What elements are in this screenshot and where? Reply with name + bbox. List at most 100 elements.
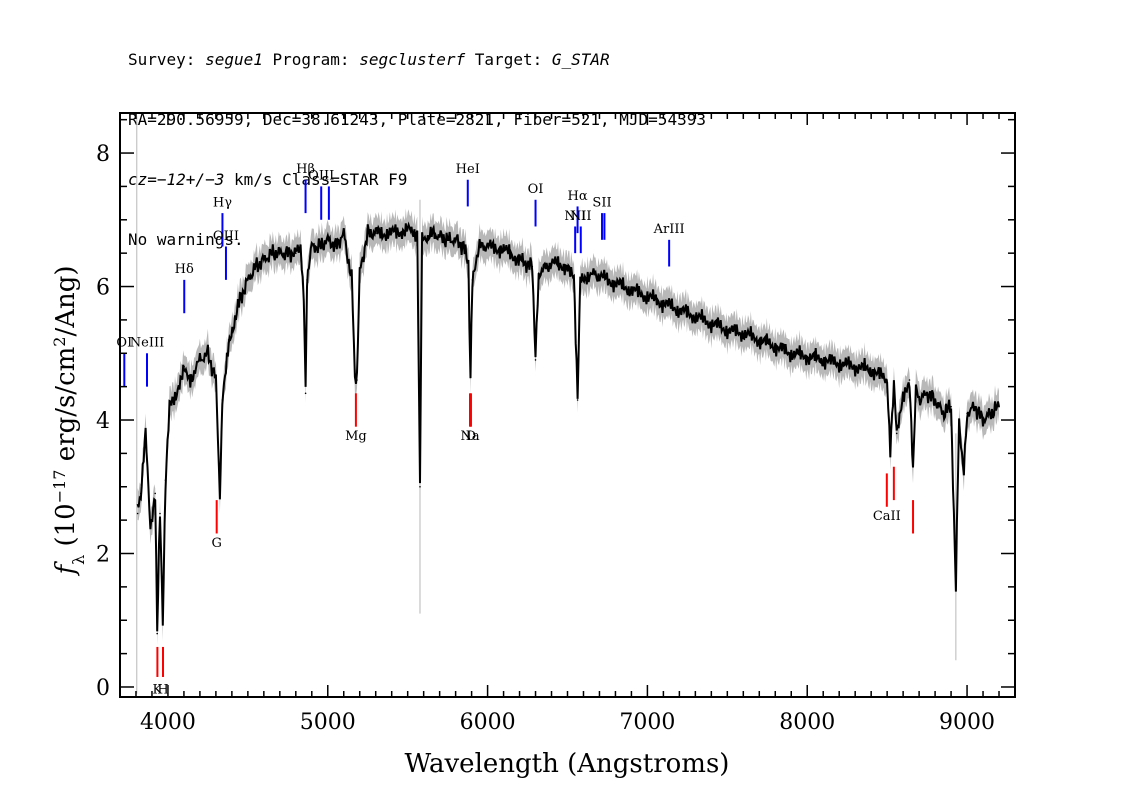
- flux-point: [175, 399, 177, 401]
- flux-point: [889, 452, 892, 455]
- x-tick-label: 7000: [619, 710, 675, 735]
- line-label: G: [211, 536, 221, 551]
- flux-point: [502, 249, 505, 251]
- flux-point: [374, 232, 377, 234]
- flux-point: [598, 275, 601, 278]
- flux-point: [430, 232, 433, 234]
- flux-point: [419, 486, 421, 488]
- flux-point: [950, 405, 952, 408]
- flux-point: [531, 265, 534, 268]
- flux-point: [471, 279, 474, 281]
- flux-point: [710, 322, 713, 325]
- flux-point: [390, 232, 393, 234]
- flux-point: [156, 632, 158, 635]
- flux-point: [478, 245, 481, 248]
- flux-point: [974, 405, 976, 408]
- flux-point: [279, 252, 281, 254]
- flux-point: [295, 252, 297, 254]
- flux-point: [908, 379, 911, 381]
- line-label: Hδ: [175, 262, 194, 277]
- line-label: CaII: [873, 509, 901, 524]
- flux-point: [614, 282, 617, 285]
- flux-point: [902, 392, 904, 395]
- flux-line: [136, 221, 1000, 632]
- flux-point: [870, 369, 872, 371]
- flux-point: [416, 232, 419, 234]
- flux-point: [343, 232, 345, 234]
- line-label: K: [153, 683, 163, 698]
- flux-point: [263, 259, 265, 261]
- flux-point: [154, 492, 156, 495]
- flux-point: [576, 399, 579, 401]
- flux-point: [630, 289, 633, 291]
- flux-point: [822, 359, 824, 361]
- flux-point: [144, 432, 147, 435]
- x-axis-ticks: 4000 5000 6000 7000 8000 9000: [119, 113, 1016, 735]
- flux-point: [356, 379, 358, 381]
- flux-point: [912, 465, 914, 468]
- flux-point: [306, 279, 308, 281]
- flux-point: [893, 385, 895, 388]
- line-label: Na: [460, 429, 479, 444]
- target-value: G_STAR: [551, 50, 610, 69]
- flux-point: [350, 279, 353, 281]
- line-label: OIII: [308, 169, 334, 184]
- line-label: Hγ: [213, 195, 232, 210]
- flux-point: [454, 239, 457, 241]
- flux-point: [534, 359, 537, 361]
- flux-point: [886, 379, 888, 381]
- program-label: Program:: [262, 50, 360, 69]
- flux-point: [162, 619, 164, 621]
- flux-point: [140, 492, 142, 495]
- flux-point: [774, 345, 777, 348]
- flux-point: [942, 412, 944, 415]
- noise-band-area: [137, 208, 1000, 646]
- line-label: NII: [564, 209, 586, 224]
- y-tick-label: 8: [96, 142, 110, 167]
- y-axis-title: fλ (10−17 erg/s/cm2/Ang): [50, 265, 88, 576]
- line-label: SII: [592, 195, 611, 210]
- flux-point: [199, 359, 201, 361]
- flux-point: [462, 245, 465, 248]
- flux-point: [573, 279, 575, 281]
- flux-point: [287, 252, 289, 254]
- line-label: HeI: [456, 162, 480, 177]
- flux-point: [227, 339, 230, 341]
- flux-point: [926, 392, 928, 395]
- flux-point: [354, 372, 356, 375]
- flux-point: [446, 239, 449, 241]
- flux-point: [358, 272, 361, 275]
- cz-value: =−12+/−3: [147, 170, 225, 189]
- survey-label: Survey:: [128, 50, 206, 69]
- flux-point: [566, 265, 569, 268]
- flux-point: [918, 399, 920, 401]
- line-label: ArIII: [653, 222, 685, 237]
- flux-point: [149, 526, 152, 528]
- flux-point: [311, 245, 313, 248]
- flux-point: [646, 295, 649, 298]
- flux-point: [366, 232, 369, 234]
- flux-point: [579, 279, 582, 281]
- flux-point: [742, 332, 745, 335]
- flux-point: [758, 339, 761, 341]
- flux-point: [183, 365, 185, 368]
- flux-point: [806, 355, 808, 358]
- flux-point: [304, 392, 307, 395]
- flux-point: [518, 259, 521, 261]
- survey-value: segue1: [205, 50, 263, 69]
- flux-point: [319, 245, 321, 248]
- x-tick-label: 6000: [460, 710, 516, 735]
- x-axis-title: Wavelength (Angstroms): [405, 749, 730, 779]
- flux-point: [335, 245, 337, 248]
- x-tick-label: 9000: [939, 710, 995, 735]
- y-axis-ticks: 0 2 4 6 8: [96, 118, 1015, 701]
- flux-point: [239, 299, 241, 301]
- flux-point: [421, 239, 423, 241]
- line-label: NII: [570, 209, 592, 224]
- x-tick-label: 8000: [779, 710, 835, 735]
- flux-point: [662, 302, 665, 305]
- line-label: OI: [528, 182, 544, 197]
- flux-point: [998, 405, 1000, 408]
